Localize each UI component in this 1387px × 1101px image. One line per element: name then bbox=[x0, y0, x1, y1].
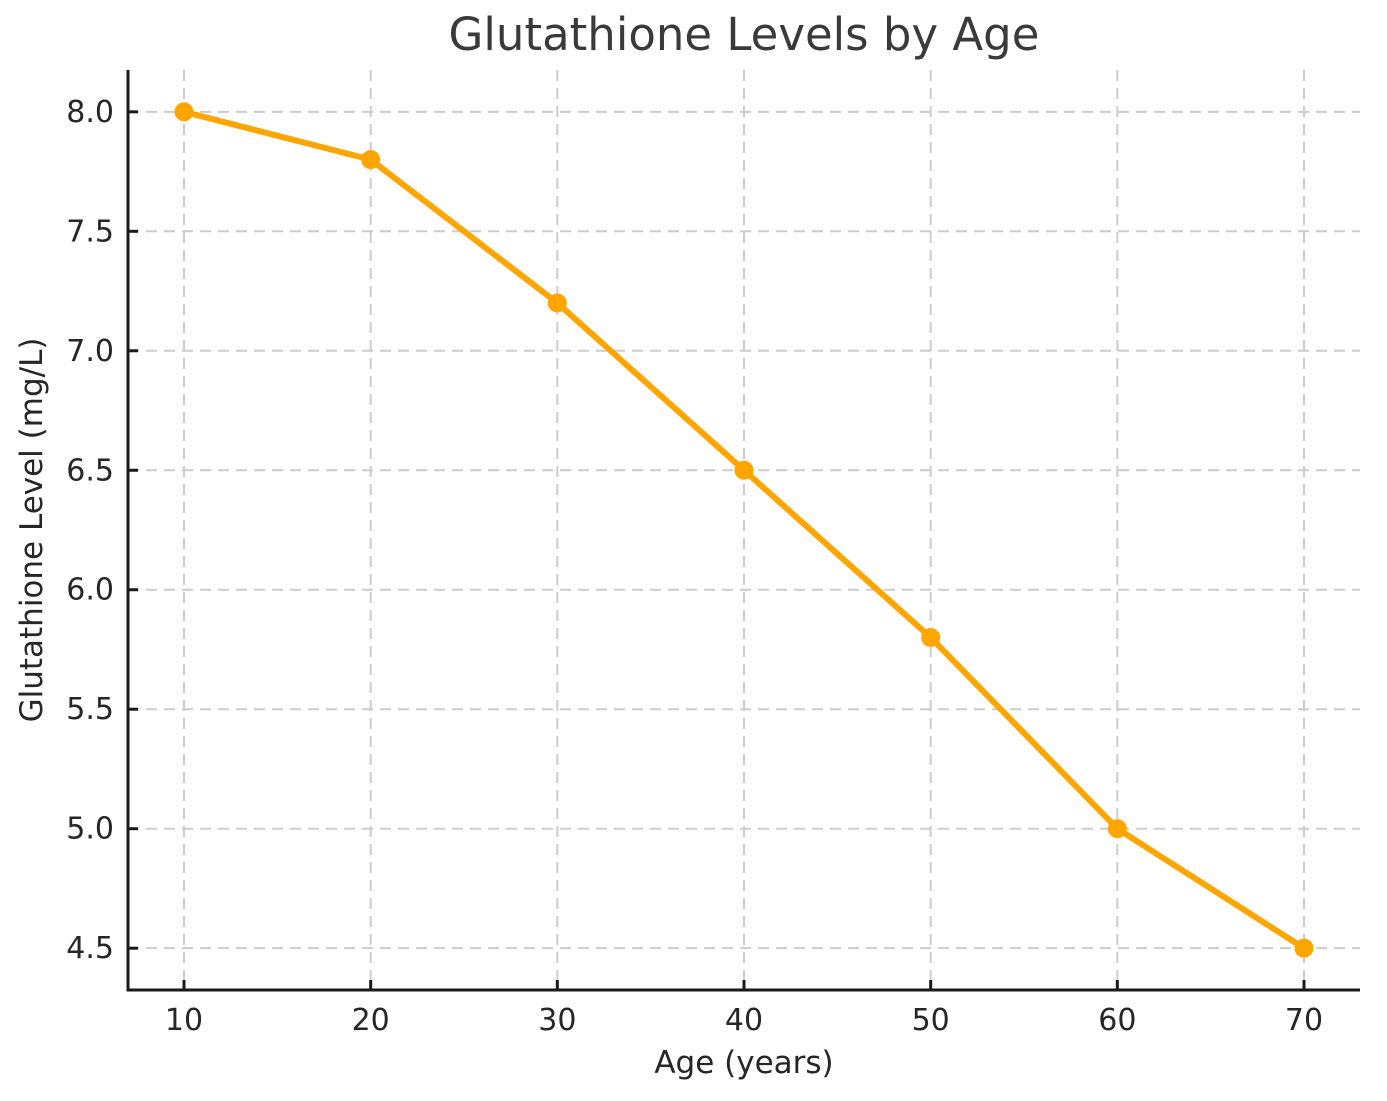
x-tick-label: 40 bbox=[725, 1003, 763, 1038]
data-point bbox=[1107, 819, 1127, 839]
y-tick-label: 5.0 bbox=[66, 812, 114, 847]
x-axis-label: Age (years) bbox=[654, 1045, 833, 1081]
chart-title: Glutathione Levels by Age bbox=[449, 8, 1040, 61]
x-tick-label: 20 bbox=[352, 1003, 390, 1038]
y-axis-label: Glutathione Level (mg/L) bbox=[14, 338, 50, 723]
data-point bbox=[921, 628, 941, 648]
data-point bbox=[1294, 938, 1314, 958]
data-point bbox=[547, 293, 567, 313]
y-tick-label: 8.0 bbox=[66, 95, 114, 130]
y-tick-label: 7.0 bbox=[66, 334, 114, 369]
data-point bbox=[174, 102, 194, 122]
x-tick-label: 50 bbox=[912, 1003, 950, 1038]
data-point bbox=[734, 460, 754, 480]
y-tick-label: 7.5 bbox=[66, 214, 114, 249]
y-tick-label: 5.5 bbox=[66, 692, 114, 727]
x-tick-label: 60 bbox=[1098, 1003, 1136, 1038]
axis-layer: 10 20 30 40 50 60 70 4.5 5.0 5.5 6.0 6.5 7.0 7.5 8.0 bbox=[66, 70, 1360, 1038]
data-point bbox=[361, 150, 381, 170]
x-tick-label: 70 bbox=[1285, 1003, 1323, 1038]
x-tick-label: 30 bbox=[538, 1003, 576, 1038]
y-tick-label: 4.5 bbox=[66, 931, 114, 966]
y-tick-label: 6.0 bbox=[66, 573, 114, 608]
y-tick-label: 6.5 bbox=[66, 453, 114, 488]
x-tick-label: 10 bbox=[165, 1003, 203, 1038]
data-series-layer bbox=[174, 102, 1314, 958]
grid-layer bbox=[128, 70, 1360, 990]
